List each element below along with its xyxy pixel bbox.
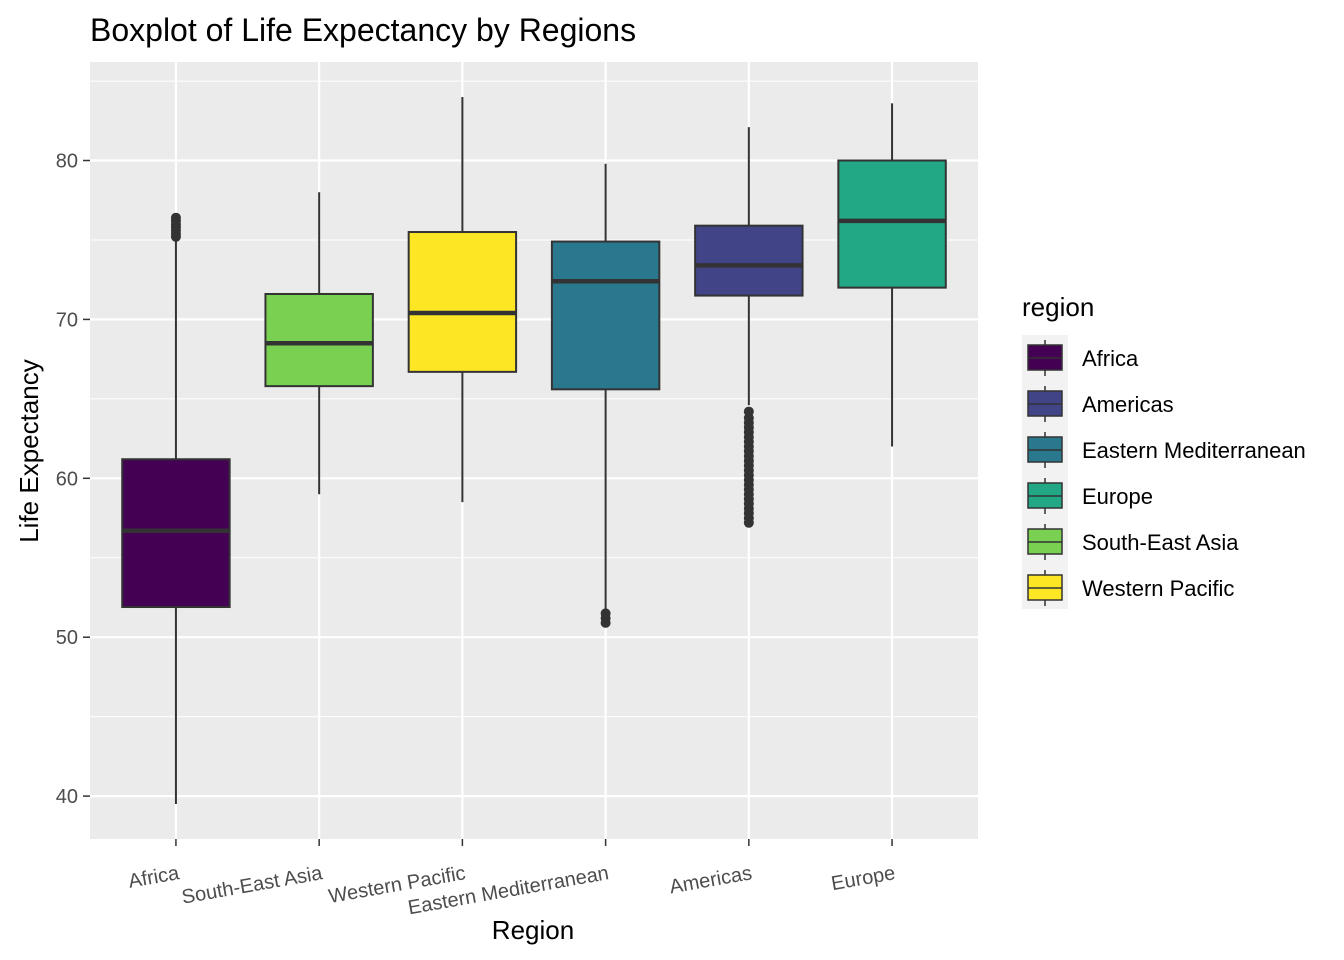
box-western-pacific [407,96,518,503]
box-africa [121,212,231,805]
legend-item: Europe [1027,478,1153,514]
outlier-point [170,212,181,223]
legend-title: region [1022,292,1094,322]
legend-label: Western Pacific [1082,576,1234,601]
y-tick-label: 80 [56,151,78,173]
y-axis: 40 50 60 70 80 [56,151,90,808]
legend-label: Americas [1082,392,1174,417]
outlier-point [743,406,754,417]
box-americas [694,127,804,528]
legend-label: Europe [1082,484,1153,509]
legend-label: South-East Asia [1082,530,1239,555]
x-tick-label: South-East Asia [180,862,325,909]
iqr-box [407,231,518,373]
y-tick-label: 50 [56,627,78,649]
plot-panel [90,62,978,839]
iqr-box [264,292,374,388]
legend-item: Africa [1027,340,1139,376]
legend: region Africa Americas Eastern Mediterrane… [1022,292,1306,609]
outlier-point [600,608,611,619]
y-axis-title: Life Expectancy [14,359,44,543]
legend-key-background [1022,335,1068,609]
chart-title: Boxplot of Life Expectancy by Regions [90,12,636,48]
box-series [121,96,947,805]
iqr-box [121,458,231,609]
x-tick-label: Europe [830,862,897,895]
legend-item: South-East Asia [1027,524,1239,560]
box-south-east-asia [264,192,374,495]
box-eastern-mediterranean [550,163,661,628]
x-axis: Africa South-East Asia Western PacificEast… [127,839,897,919]
legend-label: Eastern Mediterranean [1082,438,1306,463]
iqr-box [550,240,661,391]
legend-label: Africa [1082,346,1139,371]
legend-item: Americas [1027,386,1174,422]
x-axis-title: Region [492,915,574,945]
x-tick-label: Africa [127,862,182,893]
iqr-box [837,159,947,289]
x-tick-label: Americas [668,862,754,898]
y-tick-label: 70 [56,309,78,331]
y-tick-label: 40 [56,786,78,808]
iqr-box [694,224,804,297]
box-europe [837,103,947,447]
legend-item: Eastern Mediterranean [1027,432,1306,468]
y-tick-label: 60 [56,468,78,490]
legend-item: Western Pacific [1027,570,1234,606]
